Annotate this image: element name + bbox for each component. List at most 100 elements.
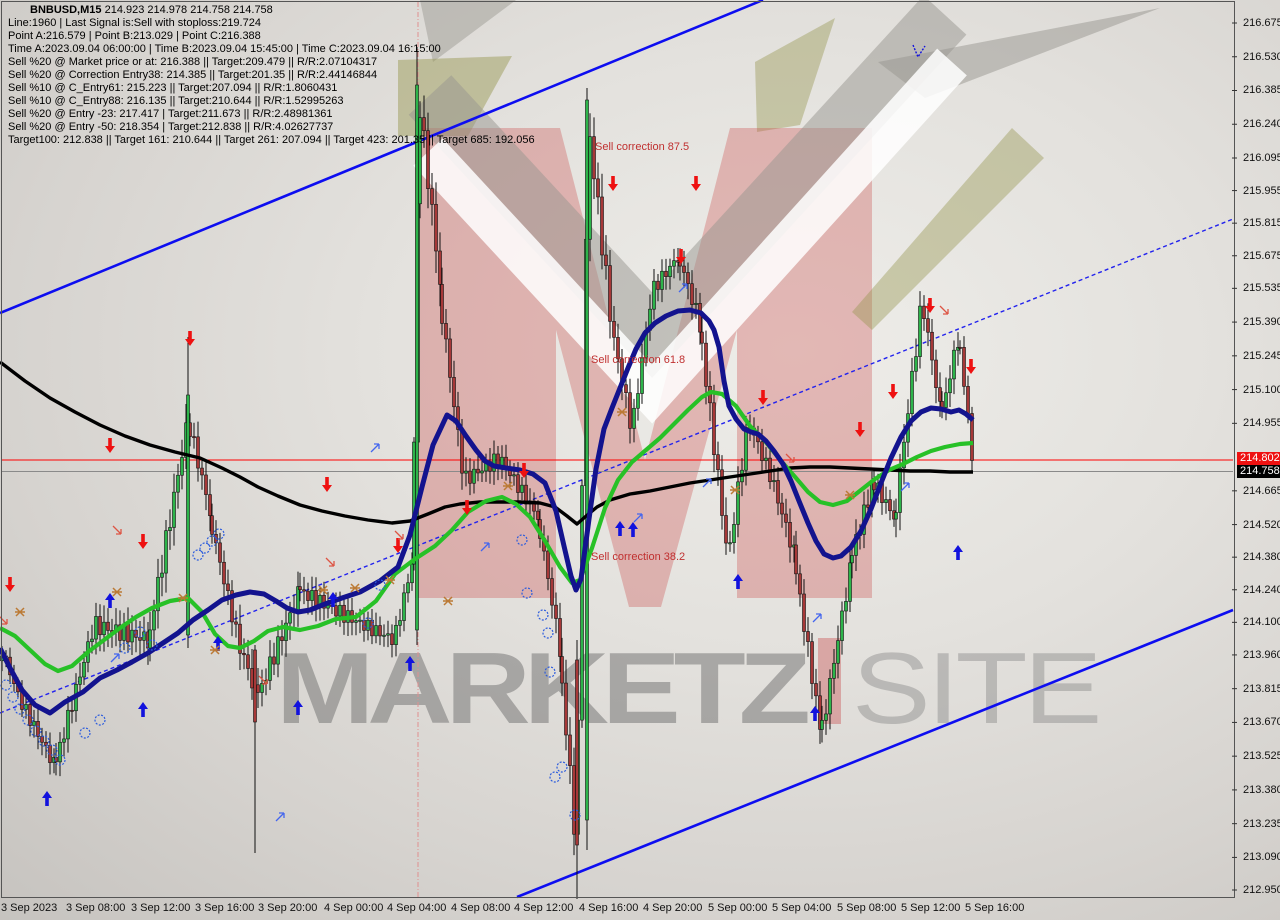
candle-body	[580, 485, 584, 721]
entry-circle-icon	[7, 691, 19, 703]
buy-signal-arrow-icon	[733, 574, 743, 589]
candle-body	[652, 280, 656, 310]
candle-body	[374, 625, 378, 637]
candle-body	[130, 629, 134, 643]
candle-body	[70, 709, 74, 712]
price-axis-label: 215.100	[1243, 383, 1280, 396]
star-mark-icon	[178, 593, 188, 603]
time-axis-label: 3 Sep 08:00	[66, 902, 126, 914]
candle-body	[520, 484, 524, 493]
sell-signal-arrow-icon	[322, 477, 333, 492]
buy-signal-arrow-icon	[615, 521, 625, 536]
candle-body	[82, 661, 86, 678]
candle-body	[334, 605, 338, 617]
time-axis: 3 Sep 2023 3 Sep 08:00 3 Sep 12:00 3 Sep 16…	[0, 900, 1280, 920]
candle-body	[628, 392, 632, 429]
candle-body	[66, 709, 70, 740]
price-axis-label: 213.090	[1243, 851, 1280, 864]
sell-signal-arrow-icon	[676, 249, 686, 264]
candle-body	[640, 357, 644, 394]
time-axis-label: 3 Sep 12:00	[131, 902, 191, 914]
candle-body	[550, 578, 554, 606]
candle-body	[732, 524, 736, 543]
entry-circle-icon	[362, 617, 374, 629]
candle-body	[736, 481, 740, 525]
signal-markers	[0, 44, 976, 822]
candle-body	[844, 601, 848, 612]
candle-body	[682, 265, 686, 273]
entry-circle-icon	[14, 703, 26, 715]
entry-circle-icon	[542, 627, 554, 639]
candle-body	[694, 303, 698, 305]
entry-circle-icon	[22, 714, 34, 726]
price-chart-plot[interactable]	[0, 0, 1237, 899]
entry-circle-icon	[38, 735, 50, 747]
candle-body	[102, 621, 106, 636]
buy-signal-arrow-icon	[213, 636, 223, 651]
time-axis-label: 5 Sep 16:00	[965, 902, 1025, 914]
time-axis-label: 4 Sep 20:00	[643, 902, 703, 914]
info-line: Sell %20 @ Entry -23: 217.417 | Target:2…	[8, 108, 333, 120]
candle-body	[196, 436, 200, 469]
candle-body	[672, 260, 676, 267]
price-axis-label: 213.235	[1243, 817, 1280, 830]
price-axis-label: 215.675	[1243, 249, 1280, 262]
entry-circle-icon	[544, 666, 556, 678]
candle-body	[824, 713, 828, 721]
candle-body	[370, 619, 374, 637]
sell-signal-arrow-icon	[758, 390, 768, 405]
price-axis-label: 215.815	[1243, 217, 1280, 230]
candle-body	[398, 620, 402, 626]
buy-signal-arrow-icon	[405, 656, 416, 671]
candle-body	[764, 457, 768, 461]
moving-averages	[0, 307, 975, 716]
price-axis-label: 216.385	[1243, 84, 1280, 97]
sell-signal-arrow-icon	[185, 331, 195, 346]
chart-canvas[interactable]: MARKETZ SITE	[0, 0, 1237, 899]
candle-body	[568, 734, 572, 766]
candle-body	[934, 359, 938, 388]
candle-body	[560, 656, 564, 684]
candle-body	[776, 480, 780, 504]
candle-body	[410, 563, 414, 584]
price-axis-label: 215.955	[1243, 184, 1280, 197]
price-axis: 216.675 216.530 216.385 216.240 216.095 215.9…	[1232, 0, 1280, 899]
candle-body	[126, 623, 130, 643]
candle-body	[690, 283, 694, 305]
candle-body	[636, 393, 640, 409]
price-axis-label: 214.955	[1243, 417, 1280, 430]
candle-body	[516, 474, 520, 493]
price-axis-label: 216.095	[1243, 151, 1280, 164]
buy-signal-arrow-icon	[328, 592, 339, 607]
candle-body	[168, 527, 172, 531]
candle-body	[284, 622, 288, 641]
price-axis-label: 215.245	[1243, 349, 1280, 362]
candle-body	[394, 624, 398, 645]
candle-body	[272, 656, 276, 665]
candle-body	[276, 636, 280, 665]
hollow-up-arrow-icon	[275, 812, 285, 822]
candle-body	[632, 407, 636, 429]
sell-signal-arrow-icon	[966, 359, 976, 374]
candle-body	[512, 474, 516, 477]
sell-signal-arrow-icon	[691, 176, 701, 191]
candle-body	[412, 441, 416, 565]
candle-body	[866, 504, 870, 508]
star-mark-icon	[385, 575, 395, 585]
entry-circle-icon	[556, 761, 568, 773]
candle-body	[794, 544, 798, 575]
candle-body	[604, 254, 608, 266]
candle-body	[438, 250, 442, 285]
candle-body	[448, 338, 452, 378]
candle-body	[118, 624, 122, 641]
candle-body	[848, 562, 852, 602]
candle-body	[288, 612, 292, 624]
sell-signal-arrow-icon	[519, 463, 529, 478]
candle-body	[760, 441, 764, 461]
candle-body	[744, 427, 748, 471]
candle-body	[656, 280, 660, 290]
candle-body	[210, 515, 214, 535]
info-line: Sell %20 @ Entry -50: 218.354 | Target:2…	[8, 121, 334, 133]
candle-body	[810, 641, 814, 684]
